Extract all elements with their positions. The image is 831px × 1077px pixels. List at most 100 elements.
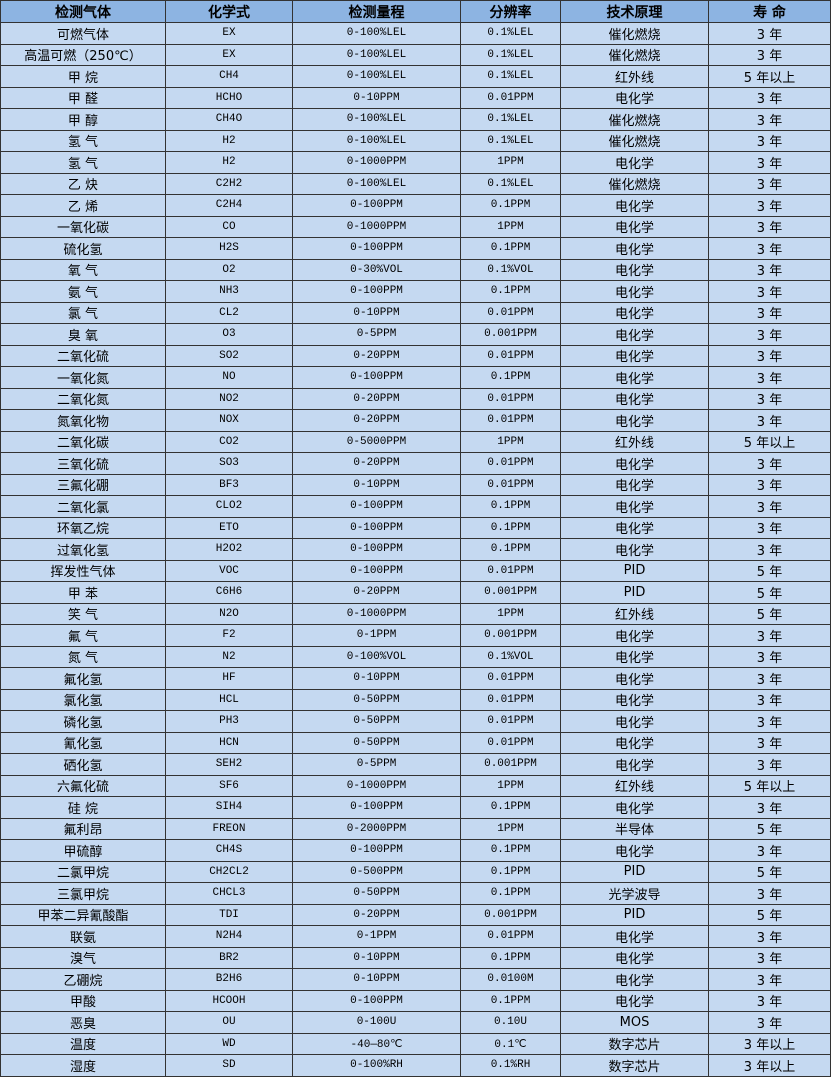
- cell-range: 0-10PPM: [292, 473, 461, 496]
- table-row: 挥发性气体 VOC 0-100PPM 0.01PPM PID 5 年: [0, 559, 831, 582]
- cell-formula: BF3: [165, 473, 293, 496]
- cell-resolution: 0.0100M: [460, 968, 561, 991]
- cell-resolution: 0.01PPM: [460, 925, 561, 948]
- cell-lifetime: 3 年: [708, 172, 831, 195]
- cell-formula: EX: [165, 22, 293, 45]
- cell-range: 0-100%LEL: [292, 43, 461, 66]
- cell-range: 0-100%RH: [292, 1054, 461, 1077]
- cell-formula: HF: [165, 667, 293, 690]
- cell-lifetime: 3 年以上: [708, 1032, 831, 1055]
- cell-range: 0-5PPM: [292, 323, 461, 346]
- table-row: 三氧化硫 SO3 0-20PPM 0.01PPM 电化学 3 年: [0, 452, 831, 475]
- cell-resolution: 0.01PPM: [460, 387, 561, 410]
- table-row: 硫化氢 H2S 0-100PPM 0.1PPM 电化学 3 年: [0, 237, 831, 260]
- cell-formula: CH4S: [165, 839, 293, 862]
- cell-range: 0-5000PPM: [292, 430, 461, 453]
- cell-range: 0-20PPM: [292, 344, 461, 367]
- table-row: 氯 气 CL2 0-10PPM 0.01PPM 电化学 3 年: [0, 301, 831, 324]
- cell-formula: EX: [165, 43, 293, 66]
- cell-principle: 电化学: [560, 645, 709, 668]
- cell-lifetime: 3 年: [708, 366, 831, 389]
- cell-lifetime: 5 年: [708, 581, 831, 604]
- cell-formula: N2: [165, 645, 293, 668]
- cell-gas: 二氧化碳: [0, 430, 166, 453]
- cell-principle: 电化学: [560, 753, 709, 776]
- cell-range: 0-100PPM: [292, 559, 461, 582]
- cell-formula: SO2: [165, 344, 293, 367]
- cell-lifetime: 3 年: [708, 925, 831, 948]
- cell-lifetime: 3 年: [708, 796, 831, 819]
- cell-resolution: 0.01PPM: [460, 344, 561, 367]
- cell-gas: 一氧化氮: [0, 366, 166, 389]
- cell-range: 0-10PPM: [292, 667, 461, 690]
- cell-resolution: 0.1PPM: [460, 194, 561, 217]
- cell-principle: 催化燃烧: [560, 43, 709, 66]
- cell-range: 0-50PPM: [292, 731, 461, 754]
- table-row: 甲 醇 CH4O 0-100%LEL 0.1%LEL 催化燃烧 3 年: [0, 108, 831, 131]
- table-row: 环氧乙烷 ETO 0-100PPM 0.1PPM 电化学 3 年: [0, 516, 831, 539]
- table-row: 一氧化氮 NO 0-100PPM 0.1PPM 电化学 3 年: [0, 366, 831, 389]
- table-row: 乙硼烷 B2H6 0-10PPM 0.0100M 电化学 3 年: [0, 968, 831, 991]
- cell-range: 0-100PPM: [292, 796, 461, 819]
- cell-principle: 电化学: [560, 731, 709, 754]
- cell-lifetime: 3 年: [708, 989, 831, 1012]
- cell-range: 0-100U: [292, 1011, 461, 1034]
- table-row: 六氟化硫 SF6 0-1000PPM 1PPM 红外线 5 年以上: [0, 774, 831, 797]
- cell-resolution: 0.1PPM: [460, 495, 561, 518]
- cell-formula: CO: [165, 215, 293, 238]
- table-row: 温度 WD -40—80℃ 0.1℃ 数字芯片 3 年以上: [0, 1032, 831, 1055]
- table-row: 甲 醛 HCHO 0-10PPM 0.01PPM 电化学 3 年: [0, 86, 831, 109]
- cell-formula: CO2: [165, 430, 293, 453]
- cell-lifetime: 5 年以上: [708, 65, 831, 88]
- cell-resolution: 0.01PPM: [460, 559, 561, 582]
- cell-gas: 氯化氢: [0, 688, 166, 711]
- cell-range: 0-20PPM: [292, 452, 461, 475]
- cell-gas: 氟 气: [0, 624, 166, 647]
- cell-principle: 电化学: [560, 215, 709, 238]
- cell-gas: 甲 醛: [0, 86, 166, 109]
- cell-principle: 电化学: [560, 473, 709, 496]
- cell-formula: F2: [165, 624, 293, 647]
- table-row: 氟 气 F2 0-1PPM 0.001PPM 电化学 3 年: [0, 624, 831, 647]
- cell-gas: 臭 氧: [0, 323, 166, 346]
- cell-lifetime: 3 年: [708, 151, 831, 174]
- table-row: 湿度 SD 0-100%RH 0.1%RH 数字芯片 3 年以上: [0, 1054, 831, 1077]
- cell-principle: 电化学: [560, 495, 709, 518]
- cell-range: 0-100%LEL: [292, 108, 461, 131]
- cell-lifetime: 5 年以上: [708, 774, 831, 797]
- cell-resolution: 0.1PPM: [460, 366, 561, 389]
- cell-lifetime: 3 年: [708, 258, 831, 281]
- cell-formula: N2O: [165, 602, 293, 625]
- cell-lifetime: 3 年: [708, 645, 831, 668]
- cell-gas: 溴气: [0, 946, 166, 969]
- cell-gas: 三氟化硼: [0, 473, 166, 496]
- header-principle: 技术原理: [560, 0, 709, 23]
- cell-formula: WD: [165, 1032, 293, 1055]
- cell-resolution: 0.1%LEL: [460, 129, 561, 152]
- table-row: 三氯甲烷 CHCL3 0-50PPM 0.1PPM 光学波导 3 年: [0, 882, 831, 905]
- cell-lifetime: 3 年: [708, 882, 831, 905]
- cell-principle: PID: [560, 860, 709, 883]
- cell-gas: 甲苯二异氰酸酯: [0, 903, 166, 926]
- cell-resolution: 0.1PPM: [460, 796, 561, 819]
- cell-gas: 恶臭: [0, 1011, 166, 1034]
- cell-resolution: 0.10U: [460, 1011, 561, 1034]
- cell-formula: SIH4: [165, 796, 293, 819]
- cell-resolution: 0.1PPM: [460, 538, 561, 561]
- table-row: 二氧化氮 NO2 0-20PPM 0.01PPM 电化学 3 年: [0, 387, 831, 410]
- cell-resolution: 1PPM: [460, 430, 561, 453]
- cell-range: 0-500PPM: [292, 860, 461, 883]
- table-row: 笑 气 N2O 0-1000PPM 1PPM 红外线 5 年: [0, 602, 831, 625]
- cell-principle: 电化学: [560, 796, 709, 819]
- cell-gas: 二氯甲烷: [0, 860, 166, 883]
- cell-formula: SEH2: [165, 753, 293, 776]
- header-resolution: 分辨率: [460, 0, 561, 23]
- cell-gas: 氯 气: [0, 301, 166, 324]
- cell-range: 0-100PPM: [292, 237, 461, 260]
- cell-lifetime: 3 年: [708, 215, 831, 238]
- cell-lifetime: 3 年: [708, 301, 831, 324]
- cell-formula: PH3: [165, 710, 293, 733]
- cell-resolution: 0.01PPM: [460, 688, 561, 711]
- cell-range: 0-10PPM: [292, 301, 461, 324]
- cell-principle: MOS: [560, 1011, 709, 1034]
